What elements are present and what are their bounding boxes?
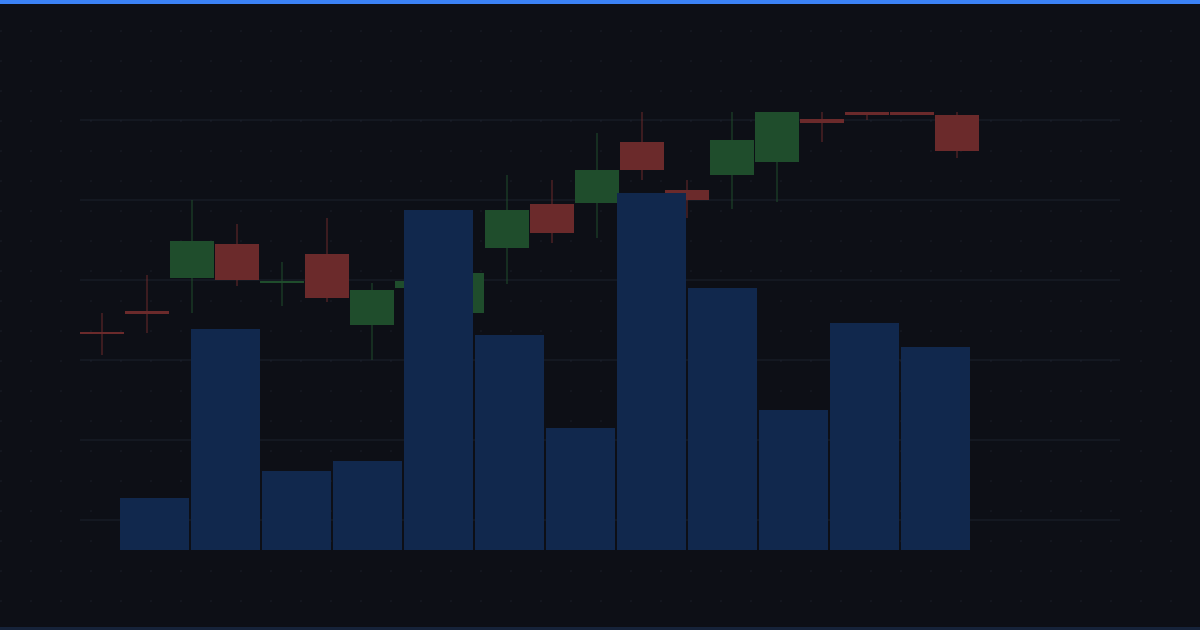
volume-bar — [262, 471, 331, 550]
candle-body — [935, 115, 979, 151]
volume-bar — [404, 210, 473, 550]
candle-body — [170, 241, 214, 278]
candle-body — [350, 290, 394, 325]
bottom-bar — [0, 627, 1200, 630]
candle-body — [305, 254, 349, 298]
candle-body — [755, 112, 799, 162]
candle-body — [845, 112, 889, 115]
volume-bar — [617, 193, 686, 550]
volume-bar — [475, 335, 544, 550]
volume-bar — [759, 410, 828, 550]
candle-body — [215, 244, 259, 280]
candle-body — [485, 210, 529, 248]
candle-body — [125, 311, 169, 314]
candle-body — [890, 112, 934, 115]
candles — [80, 112, 979, 360]
candle-body — [665, 190, 709, 200]
volume-bar — [191, 329, 260, 550]
candle-body — [710, 140, 754, 175]
candle-body — [530, 204, 574, 233]
volume-bar — [333, 461, 402, 550]
volume-bar — [120, 498, 189, 550]
candle-body — [80, 332, 124, 334]
volume-bar — [830, 323, 899, 550]
volume-bar — [901, 347, 970, 550]
volume-bars — [120, 193, 970, 550]
volume-bar — [546, 428, 615, 550]
candle-body — [800, 119, 844, 123]
volume-bar — [688, 288, 757, 550]
top-bar — [0, 0, 1200, 4]
candle-body — [575, 170, 619, 203]
candle-body — [620, 142, 664, 170]
candle-body — [260, 281, 304, 283]
